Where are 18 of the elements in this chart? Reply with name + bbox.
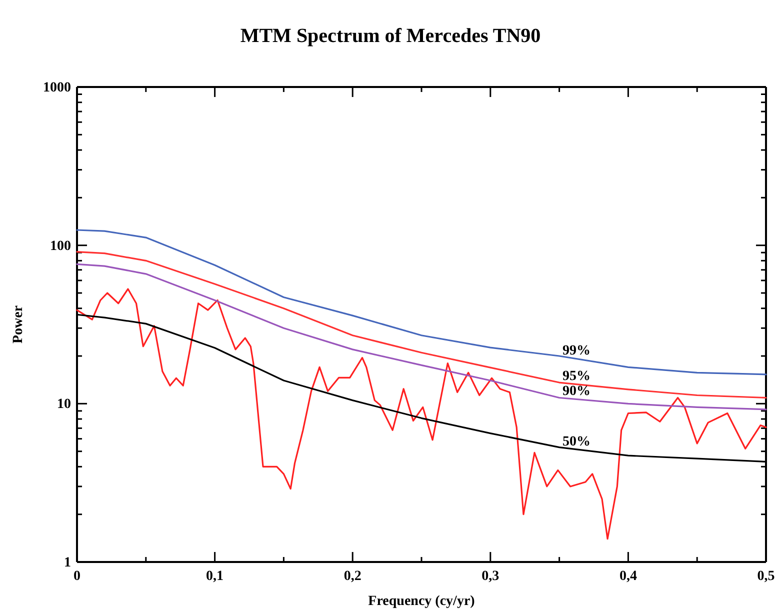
series-label: 99% [562, 344, 591, 359]
chart-title: MTM Spectrum of Mercedes TN90 [240, 25, 541, 47]
x-axis-title: Frequency (cy/yr) [368, 594, 476, 609]
x-tick-label: 0 [74, 568, 80, 584]
line-series [76, 288, 767, 540]
y-tick-label: 10 [57, 397, 71, 412]
x-tick-label: 0,2 [344, 568, 362, 584]
x-tick-label: 0,1 [206, 568, 224, 584]
x-tick-label: 0,4 [619, 568, 637, 584]
y-tick-label: 100 [50, 238, 71, 254]
series-label: 95% [562, 369, 591, 384]
x-tick-label: 0,5 [757, 568, 775, 584]
y-tick-label: 1 [64, 555, 71, 570]
y-axis-title: Power [11, 305, 26, 344]
series-label: 90% [562, 384, 591, 400]
x-tick-label: 0,3 [482, 568, 500, 584]
y-tick-label: 1000 [43, 80, 71, 96]
series-label: 50% [562, 434, 591, 450]
